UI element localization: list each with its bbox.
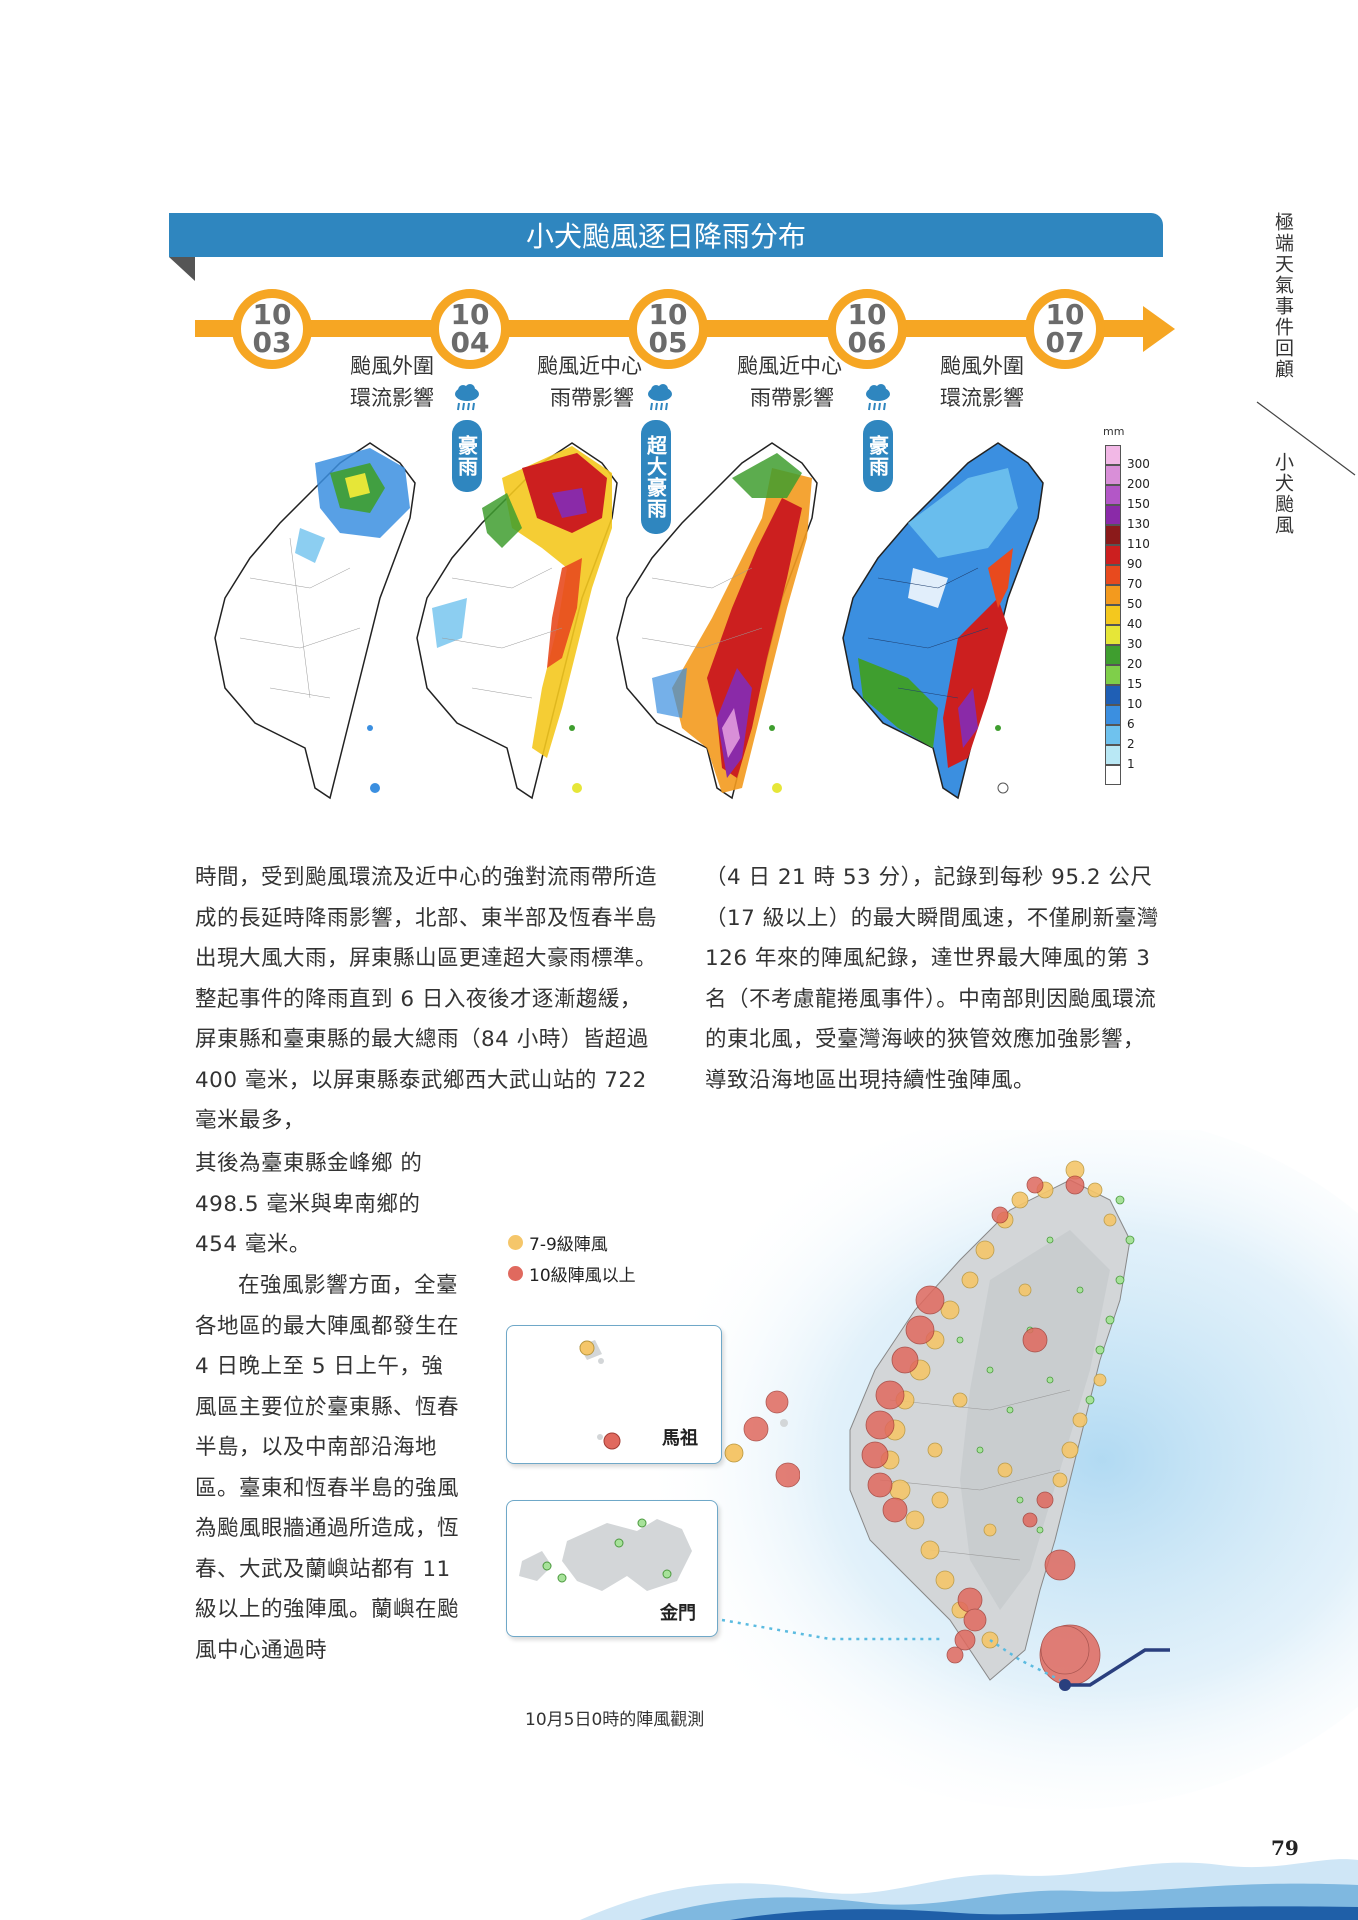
colorbar-swatch [1105,585,1121,605]
wind-legend-item: 7-9級陣風 [508,1230,608,1255]
colorbar-label: 20 [1127,657,1143,671]
wave-decoration [580,1859,1358,1920]
colorbar-label: 2 [1127,737,1135,751]
running-header-section: 極端天氣事件回顧 [1272,212,1294,380]
section-banner: 小犬颱風逐日降雨分布 [169,213,1163,257]
rainfall-map-1004 [416,442,618,800]
colorbar-swatch [1105,505,1121,525]
banner-fold [169,257,195,281]
inset-label-matsu: 馬祖 [662,1428,698,1449]
rainfall-map-1003 [214,442,416,800]
colorbar-label: 50 [1127,597,1143,611]
inset-matsu: 馬祖 [506,1325,722,1464]
rain-cloud-icon [455,384,479,411]
colorbar-label: 70 [1127,577,1143,591]
colorbar-label: 6 [1127,717,1135,731]
timeline-arrow [1143,306,1175,352]
colorbar-swatch [1105,605,1121,625]
kinmen-island-shapes [519,1518,692,1591]
running-header-chapter: 小犬颱風 [1272,452,1294,536]
phase-label: 颱風近中心 雨帶影響 [537,354,642,410]
rain-tag: 豪雨 [452,420,482,492]
colorbar-label: 10 [1127,697,1143,711]
colorbar-label: 40 [1127,617,1143,631]
rain-cloud-icon [648,384,672,411]
colorbar-label: 300 [1127,457,1150,471]
legend-dot-red [508,1266,523,1281]
date-circle: 10 03 [232,289,312,369]
rain-tag: 豪雨 [863,420,893,492]
colorbar-label: 1 [1127,757,1135,771]
colorbar-swatch [1105,765,1121,785]
colorbar-label: 200 [1127,477,1150,491]
colorbar-swatch [1105,565,1121,585]
colorbar-label: 90 [1127,557,1143,571]
inset-connector [721,1618,940,1641]
date-circle: 10 05 [628,289,708,369]
matsu-island-shapes [579,1340,621,1450]
body-paragraph: 時間，受到颱風環流及近中心的強對流雨帶所造成的長延時降雨影響，北部、東半部及恆春… [195,865,658,1133]
rainfall-map-1006 [842,442,1044,800]
inset-kinmen: 金門 [506,1500,718,1637]
colorbar-swatch [1105,545,1121,565]
colorbar-swatch [1105,745,1121,765]
rain-cloud-icon [866,384,890,411]
body-paragraph: （4 日 21 時 53 分），記錄到每秒 95.2 公尺（17 級以上）的最大… [705,865,1159,1093]
banner-title: 小犬颱風逐日降雨分布 [525,220,806,253]
rain-tag: 超大豪雨 [641,420,671,534]
colorbar-swatch [1105,485,1121,505]
rainfall-map-1005 [616,442,818,800]
colorbar-swatch [1105,645,1121,665]
header-divider-line [1256,401,1356,476]
colorbar-swatch [1105,705,1121,725]
colorbar-swatch [1105,725,1121,745]
colorbar-swatch [1105,525,1121,545]
phase-label: 颱風外圍 環流影響 [940,354,1024,410]
wind-map-caption: 10月5日0時的陣風觀測 [525,1710,705,1730]
legend-dot-yellow [508,1235,523,1250]
colorbar-swatch [1105,445,1121,465]
colorbar-label: 150 [1127,497,1150,511]
wind-legend-item: 10級陣風以上 [508,1261,636,1286]
phase-label: 颱風近中心 雨帶影響 [737,354,842,410]
colorbar-unit: mm [1103,425,1125,438]
colorbar-label: 15 [1127,677,1143,691]
colorbar-swatch [1105,625,1121,645]
offshore-gust-dots [724,1390,800,1488]
colorbar-label: 30 [1127,637,1143,651]
page-number: 79 [1271,1836,1299,1860]
phase-label: 颱風外圍 環流影響 [350,354,434,410]
inset-label-kinmen: 金門 [660,1603,696,1624]
date-circle: 10 06 [827,289,907,369]
date-circle: 10 07 [1025,289,1105,369]
colorbar-swatch [1105,685,1121,705]
date-circle: 10 04 [430,289,510,369]
colorbar-swatch [1105,465,1121,485]
colorbar-swatch [1105,665,1121,685]
wind-gust-map [849,1160,1170,1691]
colorbar-label: 130 [1127,517,1150,531]
colorbar-label: 110 [1127,537,1150,551]
